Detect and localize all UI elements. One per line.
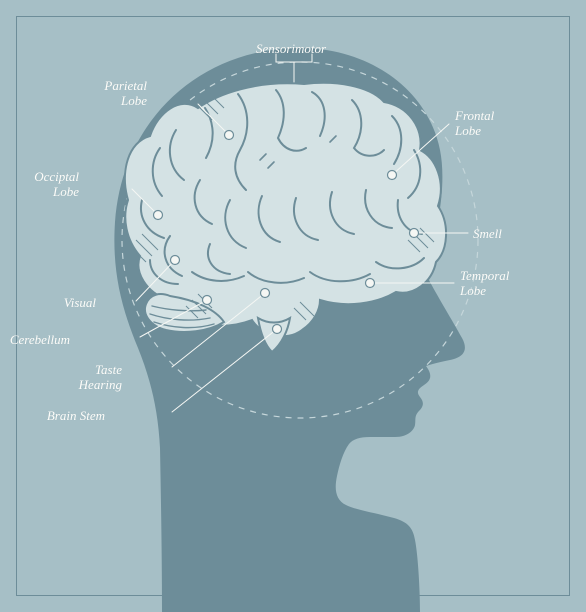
label-parietal: Parietal Lobe [104, 79, 147, 109]
label-occipital: Occiptal Lobe [34, 170, 79, 200]
label-smell: Smell [473, 227, 502, 242]
label-taste_hearing: Taste Hearing [79, 363, 122, 393]
label-sensorimotor: Sensorimotor [256, 42, 326, 57]
label-brain_stem: Brain Stem [47, 409, 105, 424]
label-temporal: Temporal Lobe [460, 269, 509, 299]
label-cerebellum: Cerebellum [10, 333, 70, 348]
label-frontal: Frontal Lobe [455, 109, 494, 139]
label-visual: Visual [64, 296, 96, 311]
